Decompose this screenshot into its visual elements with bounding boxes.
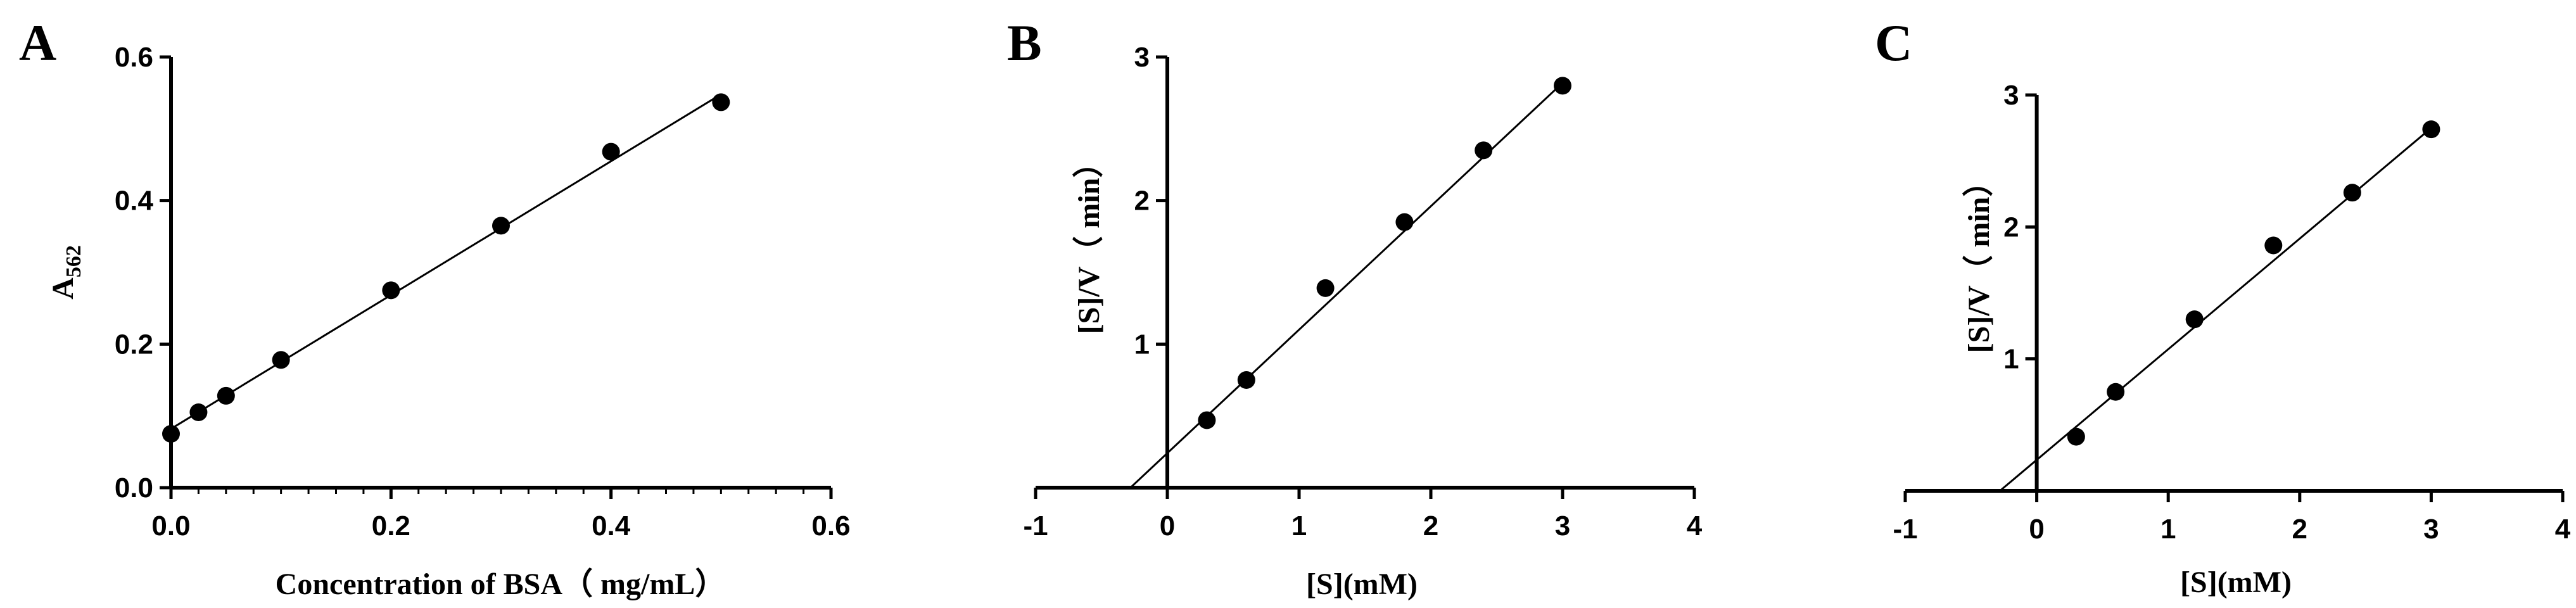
x-tick-label: 1 (1291, 510, 1307, 542)
x-tick-label: 1 (2160, 514, 2176, 545)
x-tick-label: 3 (2423, 514, 2439, 545)
y-tick-label: 3 (2003, 80, 2019, 111)
y-tick-label: 1 (1134, 329, 1150, 360)
data-point (189, 403, 208, 421)
data-point (602, 142, 620, 161)
y-tick-label: 0.0 (115, 472, 153, 504)
x-tick-label: 3 (1555, 510, 1570, 542)
data-point (1475, 141, 1493, 160)
data-point (2107, 383, 2125, 401)
y-tick-label: 2 (2003, 212, 2019, 243)
y-tick-label: 2 (1134, 186, 1150, 217)
y-axis-title: [S]/V（ min） (1072, 148, 1106, 334)
data-point (1316, 279, 1335, 297)
panel-letter: B (1007, 14, 1042, 72)
y-tick-label: 0.6 (115, 42, 153, 73)
regression-line (1129, 82, 1564, 489)
y-tick-label: 3 (1134, 42, 1150, 73)
data-point (712, 93, 730, 111)
data-point (2422, 120, 2440, 139)
x-tick-label: -1 (1893, 514, 1917, 545)
data-point (1554, 77, 1571, 95)
x-tick-label: 2 (2292, 514, 2307, 545)
data-point (2264, 236, 2283, 255)
data-point (1395, 213, 1414, 231)
panel-c: C -1 0 1 2 3 4 1 2 3 [S](mM) [S]/V（ min） (1875, 14, 2571, 599)
x-tick-label: 0 (1160, 510, 1175, 542)
regression-line (170, 93, 722, 430)
x-axis-title: [S](mM) (2180, 566, 2292, 599)
x-tick-label: -1 (1023, 510, 1048, 542)
x-tick-label: 2 (1423, 510, 1438, 542)
data-point (1198, 411, 1216, 429)
y-axis-title: [S]/V（ min） (1962, 167, 1996, 353)
x-tick-label: 4 (2555, 514, 2571, 545)
x-tick-label: 0.6 (811, 510, 850, 542)
y-tick-label: 0.2 (115, 329, 153, 360)
panel-letter: C (1875, 14, 1912, 72)
x-axis-title: [S](mM) (1306, 567, 1418, 601)
x-tick-label: 0.0 (151, 510, 190, 542)
x-tick-label: 0 (2029, 514, 2044, 545)
data-point (2185, 310, 2204, 329)
regression-line (1999, 127, 2432, 492)
data-point (217, 386, 235, 405)
y-axis-title: A562 (46, 245, 86, 300)
data-point (162, 425, 180, 443)
y-tick-label: 1 (2003, 344, 2019, 375)
data-point (2343, 184, 2361, 202)
y-tick-label: 0.4 (115, 186, 154, 217)
panel-b: B -1 0 1 2 3 4 1 2 3 [S](mM) [S]/V（ min） (1007, 14, 1703, 601)
y-axis-title-subscript: 562 (62, 245, 86, 277)
data-point (492, 217, 510, 235)
data-point (382, 281, 400, 300)
panel-a: A 0.0 0.2 0.4 0.6 0.0 0.2 0.4 0.6 Concentration o… (19, 14, 851, 601)
panel-letter: A (19, 14, 56, 72)
data-point (1237, 371, 1255, 389)
data-point (2067, 428, 2085, 446)
x-tick-label: 0.4 (592, 510, 631, 542)
x-tick-label: 0.2 (372, 510, 410, 542)
data-point (272, 351, 290, 369)
x-axis-title: Concentration of BSA（ mg/mL） (276, 567, 726, 601)
x-tick-label: 4 (1687, 510, 1703, 542)
